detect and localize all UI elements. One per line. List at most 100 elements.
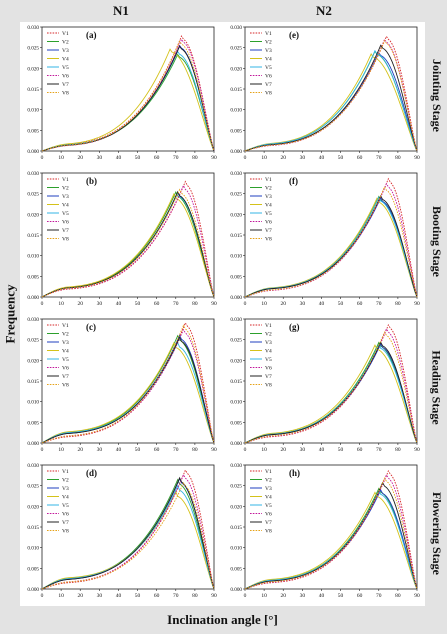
y-tick-label: 0.020 [230,504,242,510]
legend-label-v4: V4 [265,203,272,209]
x-tick-label: 0 [41,593,44,599]
series-line-v8 [41,40,215,152]
x-tick-label: 90 [414,593,420,599]
x-tick-label: 70 [376,301,382,307]
x-tick-label: 20 [280,593,286,599]
x-tick-label: 20 [77,155,83,161]
legend-label-v6: V6 [62,74,69,80]
legend-label-v1: V1 [62,469,69,475]
y-tick-label: 0.030 [230,463,242,469]
series-line-v6 [41,184,215,298]
legend-label-v1: V1 [265,323,272,329]
column-header-n1: N1 [113,3,129,18]
x-tick-label: 0 [244,447,247,453]
x-tick-label: 70 [376,593,382,599]
plot-area [41,318,215,444]
legend-label-v4: V4 [265,349,272,355]
y-tick-label: 0.015 [230,233,242,239]
series-line-v7 [41,190,215,298]
x-tick-label: 80 [192,593,198,599]
y-tick-label: 0.010 [230,546,242,552]
y-tick-label: 0.005 [230,128,242,134]
y-tick-label: 0.025 [27,192,39,198]
legend-label-v1: V1 [62,323,69,329]
x-tick-label: 20 [77,447,83,453]
series-line-v4 [244,344,418,444]
x-tick-label: 10 [58,447,64,453]
y-tick-label: 0.025 [27,484,39,490]
y-tick-label: 0.010 [27,546,39,552]
series-line-v4 [41,48,215,152]
legend-label-v8: V8 [265,237,272,243]
x-tick-label: 10 [261,447,267,453]
y-tick-label: 0.015 [230,87,242,93]
legend-label-v5: V5 [265,503,272,509]
x-tick-label: 20 [77,593,83,599]
y-tick-label: 0.030 [27,317,39,323]
x-tick-label: 80 [395,447,401,453]
x-tick-label: 60 [154,447,160,453]
panel-label: (d) [86,468,97,478]
x-tick-label: 60 [154,301,160,307]
x-tick-label: 80 [395,593,401,599]
y-tick-label: 0.000 [27,295,39,301]
y-tick-label: 0.020 [27,212,39,218]
plot-area [41,26,215,152]
series-line-v8 [244,477,418,590]
x-tick-label: 90 [211,447,217,453]
plot-area [244,464,418,590]
header-band [20,0,425,22]
legend-label-v4: V4 [62,349,69,355]
y-tick-label: 0.015 [230,379,242,385]
x-tick-label: 10 [58,301,64,307]
y-tick-label: 0.020 [27,66,39,72]
legend-label-v7: V7 [265,228,272,234]
legend-label-v2: V2 [265,186,272,192]
panel-label: (g) [289,322,300,332]
series-line-v8 [244,331,418,444]
y-tick-label: 0.005 [27,274,39,280]
y-tick-label: 0.020 [27,358,39,364]
ylabel-band [0,0,20,634]
panel-label: (b) [86,176,97,186]
x-tick-label: 20 [280,447,286,453]
legend-label-v2: V2 [265,40,272,46]
legend-label-v2: V2 [265,478,272,484]
panel-a: 0 10 20 30 40 50 60 70 80 90 0.000 0.005 0.010 0.015 0… [27,25,217,161]
legend-label-v7: V7 [265,520,272,526]
legend-label-v5: V5 [62,357,69,363]
legend-label-v2: V2 [62,40,69,46]
y-tick-label: 0.030 [27,25,39,31]
y-tick-label: 0.010 [230,108,242,114]
legend-label-v4: V4 [62,57,69,63]
plot-area [41,172,215,298]
y-tick-label: 0.020 [230,66,242,72]
x-tick-label: 60 [154,155,160,161]
legend-label-v3: V3 [62,340,69,346]
series-line-v4 [41,192,215,298]
y-tick-label: 0.005 [230,274,242,280]
legend-label-v3: V3 [265,194,272,200]
series-line-v8 [244,185,418,298]
y-tick-label: 0.020 [27,504,39,510]
series-line-v5 [244,489,418,590]
x-tick-label: 30 [97,447,103,453]
legend-label-v1: V1 [265,31,272,37]
y-tick-label: 0.000 [27,587,39,593]
x-tick-label: 60 [357,593,363,599]
series-line-v1 [41,321,215,444]
plot-area [244,318,418,444]
x-tick-label: 60 [357,155,363,161]
legend-label-v6: V6 [265,74,272,80]
y-tick-label: 0.025 [230,484,242,490]
x-tick-label: 40 [116,301,122,307]
x-tick-label: 70 [173,593,179,599]
x-tick-label: 0 [244,301,247,307]
legend-label-v7: V7 [265,374,272,380]
y-tick-label: 0.005 [27,420,39,426]
series-line-v7 [41,336,215,444]
legend-label-v8: V8 [265,91,272,97]
legend-label-v3: V3 [265,340,272,346]
legend-label-v5: V5 [265,65,272,71]
y-tick-label: 0.015 [230,525,242,531]
